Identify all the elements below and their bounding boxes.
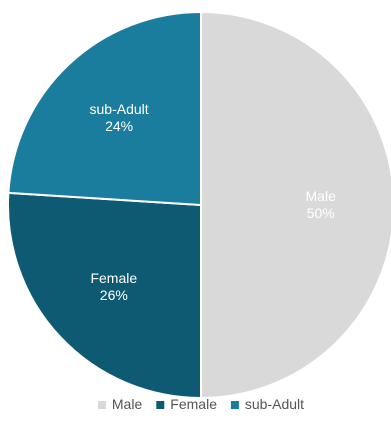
slice-label-male: Male 50% [306,188,337,221]
slice-label-percent: 24% [105,118,133,134]
legend-swatch [230,401,239,409]
legend-label: Female [170,396,217,412]
slice-label-percent: 50% [307,205,335,221]
legend-item-male: Male [97,396,143,412]
legend-item-female: Female [156,396,217,412]
legend-label: Male [112,396,143,412]
legend-label: sub-Adult [245,396,304,412]
slice-label-percent: 26% [100,287,128,303]
pie-slices [7,11,391,399]
pie-slice-male [200,11,391,399]
pie-slice-female [7,191,202,399]
slice-label-name: Female [90,270,137,286]
legend-swatch [97,401,106,409]
pie-slice-sub-adult [7,11,202,206]
slice-label-female: Female 26% [90,270,137,303]
legend-item-sub-adult: sub-Adult [230,396,304,412]
legend-swatch [156,401,165,409]
slice-label-name: Male [306,188,337,204]
slice-label-name: sub-Adult [90,101,149,117]
legend: Male Female sub-Adult [97,396,304,412]
slice-label-sub-adult: sub-Adult 24% [90,101,149,134]
slice-labels: Male 50% Female 26% sub-Adult 24% [90,101,337,303]
